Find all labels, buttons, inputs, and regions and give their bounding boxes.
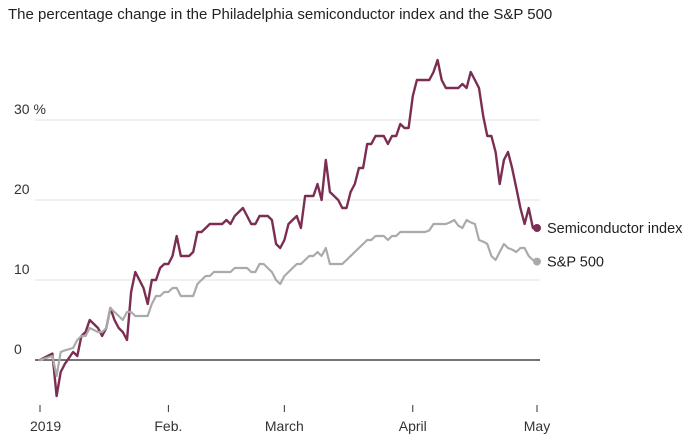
x-axis-ticks: 2019 Feb. March April May xyxy=(30,405,550,434)
series-layer xyxy=(38,58,541,398)
series-endpoint-semiconductor-index xyxy=(533,224,541,232)
y-tick-label-20: 20 xyxy=(14,181,30,197)
series-line-semiconductor-index xyxy=(38,58,539,398)
x-tick-label-may: May xyxy=(524,418,550,434)
x-tick-label-april: April xyxy=(399,418,427,434)
series-label-s-p-500: S&P 500 xyxy=(547,255,604,271)
series-line-s-p-500 xyxy=(38,218,539,378)
series-label-semiconductor-index: Semiconductor index xyxy=(547,221,683,237)
y-tick-label-10: 10 xyxy=(14,261,30,277)
chart-title: The percentage change in the Philadelphi… xyxy=(8,6,553,23)
x-tick-label-march: March xyxy=(265,418,304,434)
x-tick-label-2019: 2019 xyxy=(30,418,61,434)
series-endpoint-s-p-500 xyxy=(533,257,541,266)
x-tick-label-feb: Feb. xyxy=(154,418,182,434)
y-tick-label-0: 0 xyxy=(14,341,22,357)
y-axis-ticks: 0 10 20 30 % xyxy=(14,101,46,357)
series-labels: Semiconductor index S&P 500 xyxy=(547,221,683,271)
y-tick-label-30: 30 % xyxy=(14,101,46,117)
grid-layer xyxy=(35,119,540,361)
